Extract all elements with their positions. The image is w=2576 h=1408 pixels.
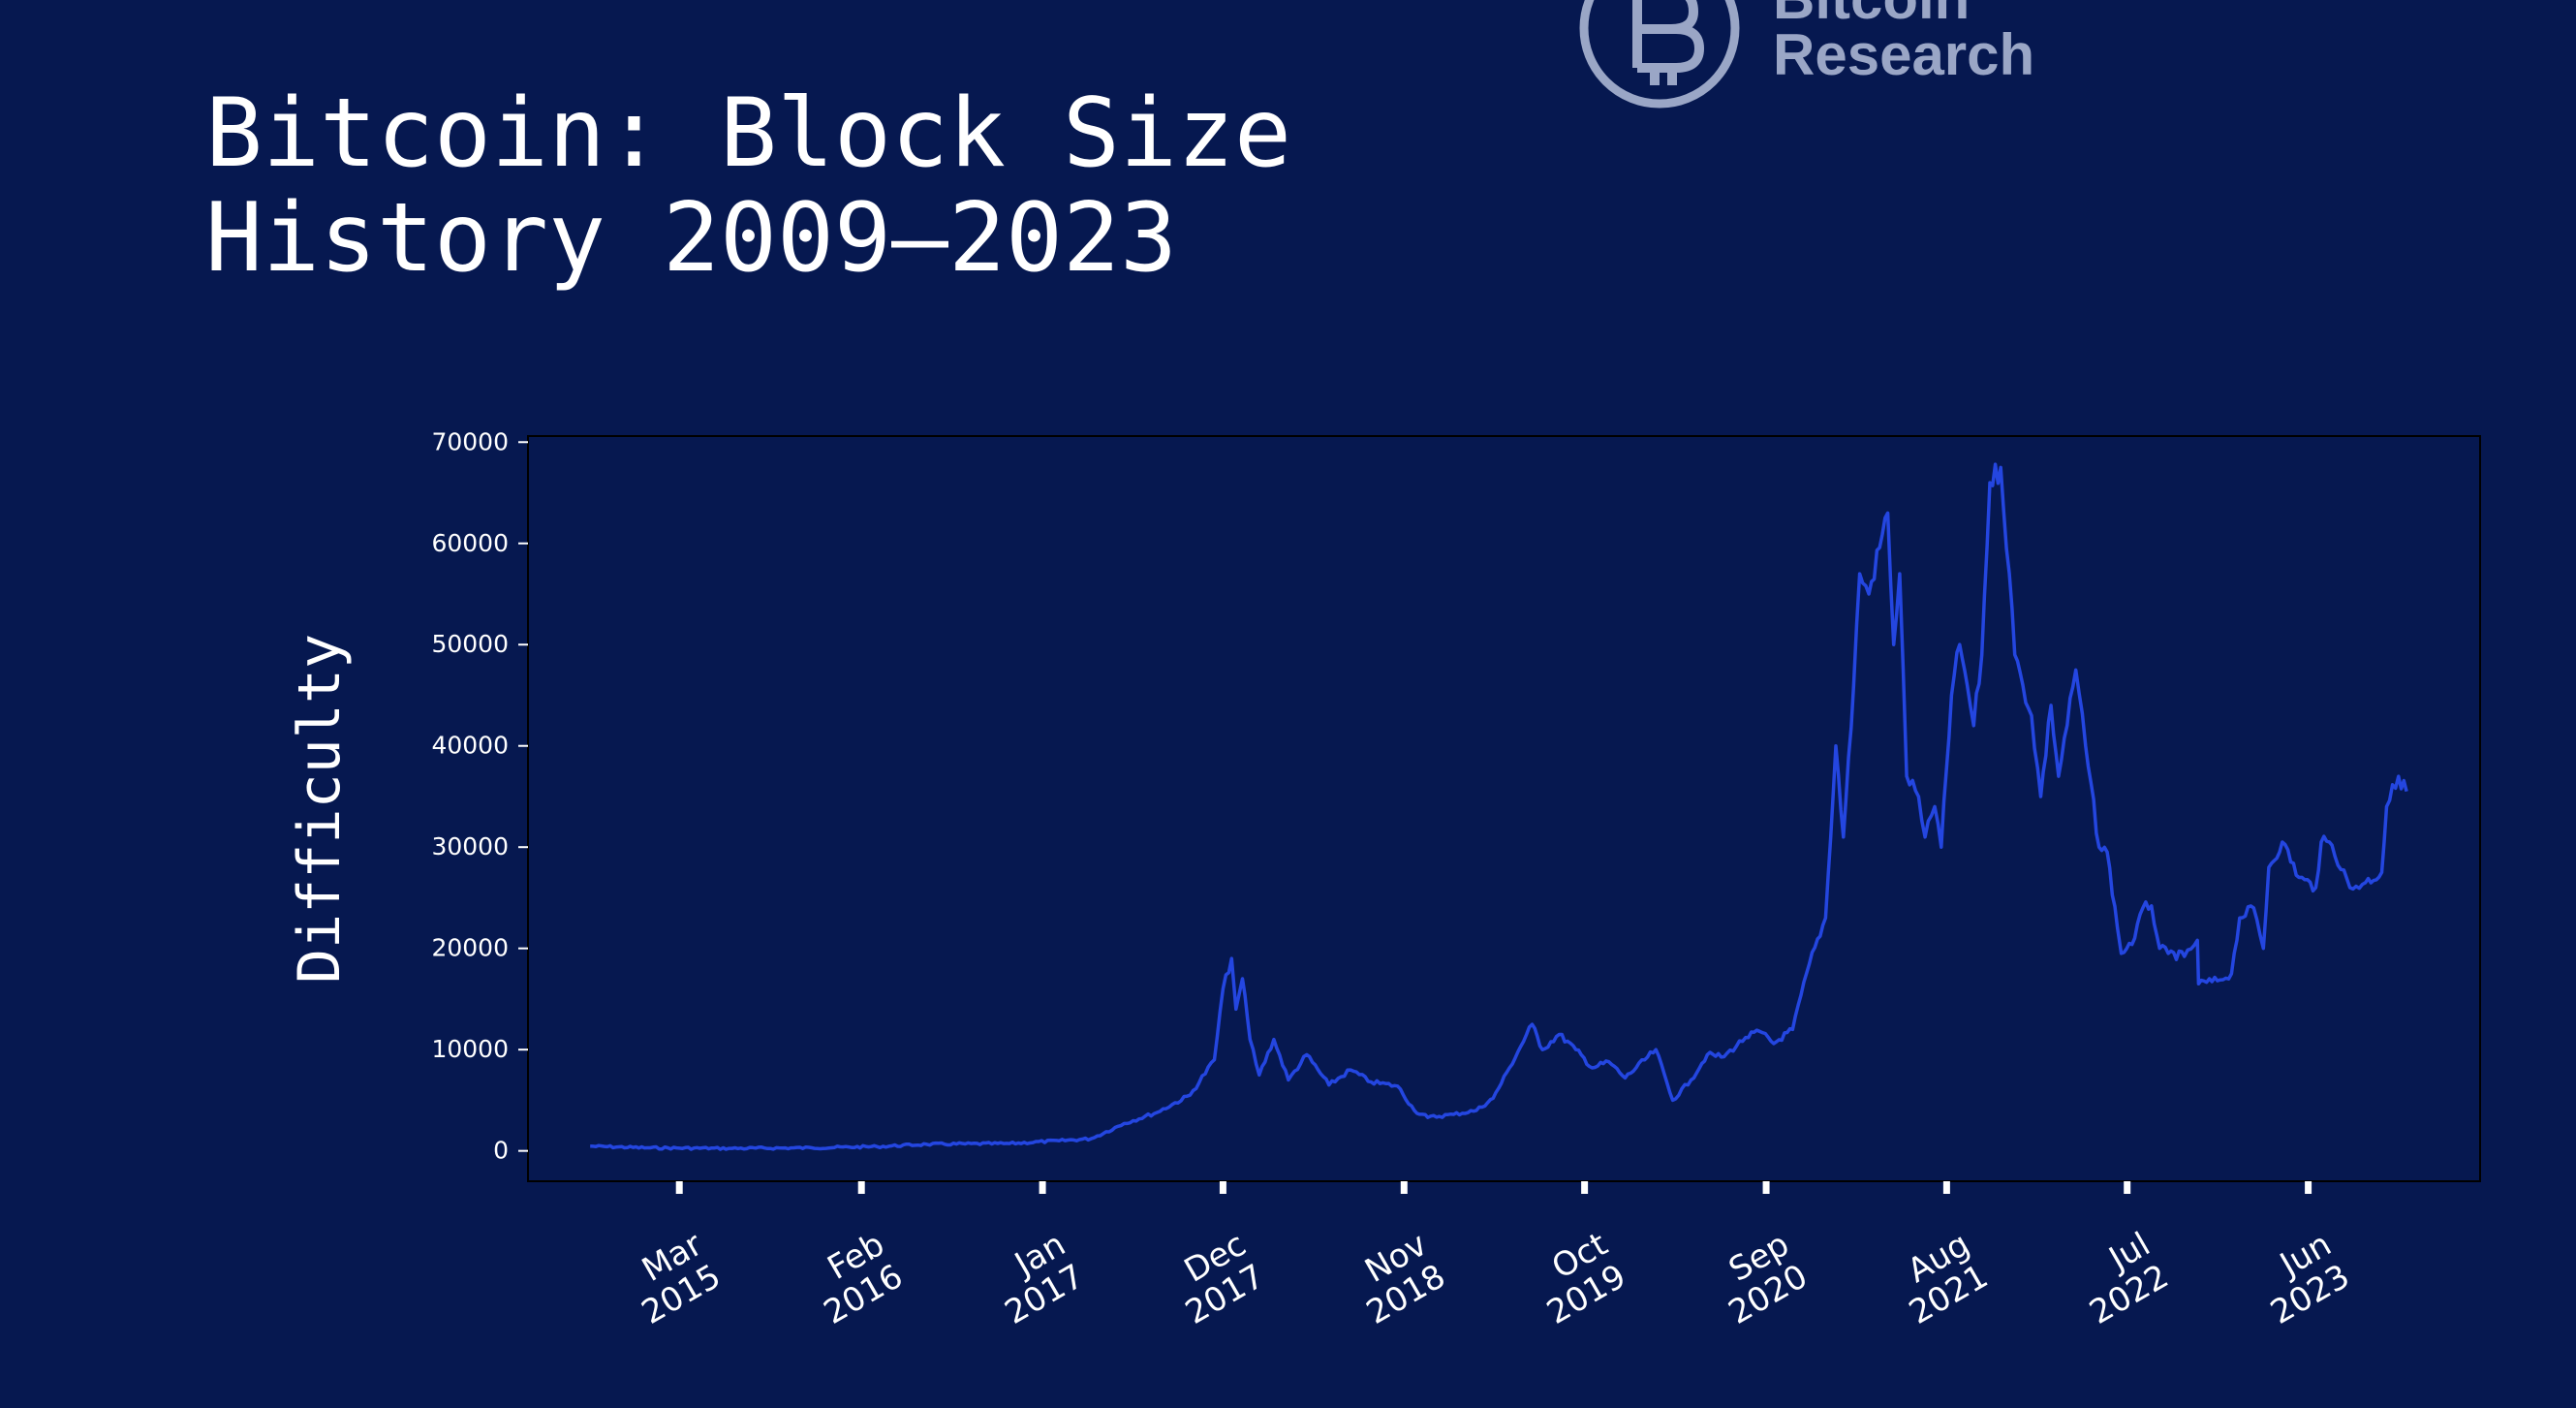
y-tick-label: 70000 [431,427,509,455]
x-tick-label: Jun2023 [2246,1225,2356,1332]
x-tick-label: Jul2022 [2064,1225,2175,1332]
x-tick-label: Jan2017 [980,1225,1091,1332]
series-line [590,462,2408,1151]
y-tick-label: 10000 [431,1035,509,1063]
y-tick-label: 20000 [431,934,509,962]
x-tick-label: Oct2019 [1522,1225,1632,1332]
y-tick-label: 40000 [431,732,509,760]
logo-line-1: Bitcoin [1773,0,2034,28]
y-tick-label: 50000 [431,630,509,658]
bitcoin-research-logo-icon [1579,0,1740,109]
x-tick-label: Nov2018 [1342,1225,1452,1332]
x-tick-label: Aug2021 [1884,1225,1995,1332]
y-tick-label: 0 [493,1137,509,1165]
page-title: Bitcoin: Block Size History 2009–2023 [205,78,1292,294]
plot-area [527,435,2481,1182]
x-tick-label: Sep2020 [1704,1225,1815,1332]
y-axis-label: Difficulty [286,634,354,984]
x-tick-label: Dec2017 [1161,1225,1271,1332]
y-tick-label: 30000 [431,832,509,860]
x-tick-label: Feb2016 [799,1225,910,1332]
logo-line-2: Research [1773,22,2035,87]
y-tick-label: 60000 [431,529,509,557]
brand-logo: Bitcoin Research [1569,0,2073,116]
x-tick-label: Mar2015 [617,1225,728,1332]
